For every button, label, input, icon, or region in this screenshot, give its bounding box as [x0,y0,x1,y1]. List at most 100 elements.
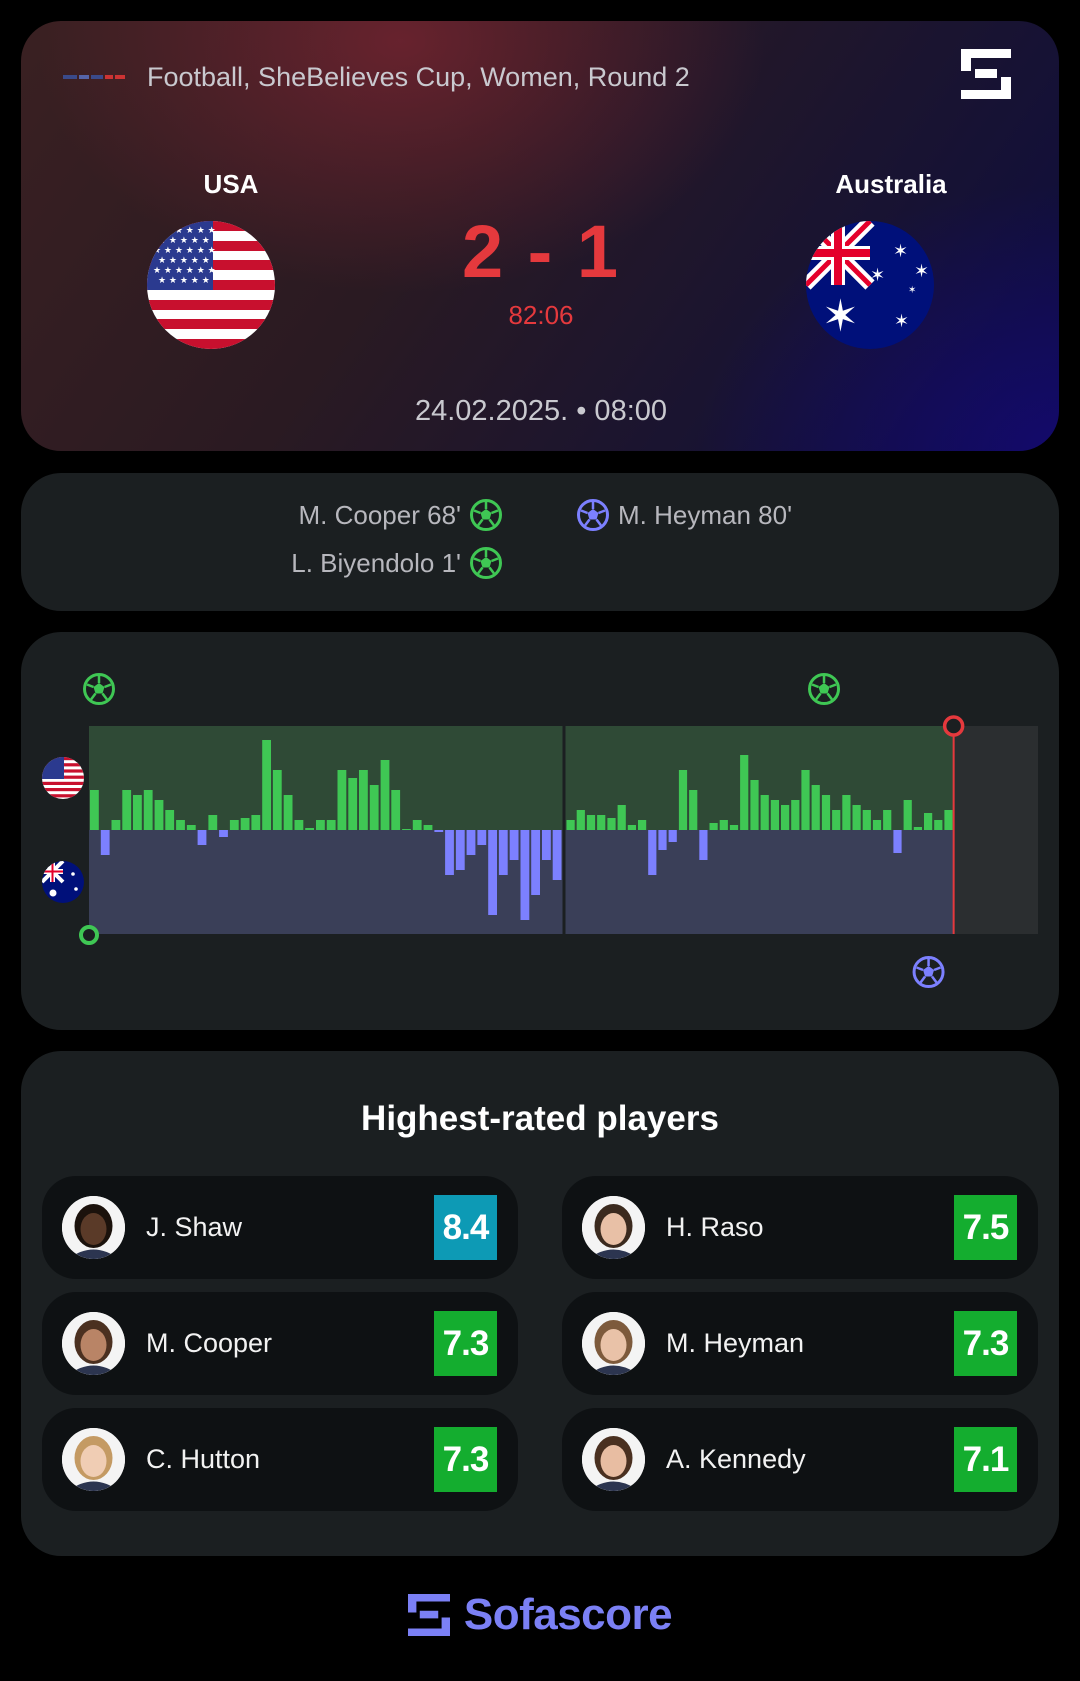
momentum-bar [821,795,831,830]
attack-momentum-graph[interactable] [21,632,1059,1030]
momentum-bar [944,810,953,830]
match-score: 2 - 1 [461,210,621,293]
player-card[interactable]: H. Raso 7.5 [562,1176,1038,1279]
player-avatar [62,1312,125,1375]
player-rating-badge: 7.3 [434,1427,497,1492]
momentum-bar [658,830,667,850]
player-avatar [62,1196,125,1259]
remaining-time-area [953,726,1038,934]
momentum-bar [455,830,465,870]
momentum-bar [520,830,530,920]
momentum-bar [445,830,454,875]
svg-text:✶: ✶ [822,291,859,342]
momentum-bar [154,800,164,830]
player-card[interactable]: J. Shaw 8.4 [42,1176,518,1279]
momentum-bar [305,828,314,830]
goal-ball-icon[interactable] [83,673,115,705]
momentum-bar [913,827,922,830]
momentum-bar [466,830,476,855]
momentum-bar [924,813,933,830]
momentum-bar [509,830,519,860]
momentum-bar [842,795,851,830]
momentum-bar [617,805,626,830]
australia-flag-icon[interactable]: ✶ ✶ ✶ ✶ ✶ ✶ [806,221,934,349]
momentum-bar [586,815,596,830]
usa-flag-icon[interactable]: ★ ★ ★ ★ ★ ★ ★ ★ ★ ★ ★ ★ ★ ★ ★ ★ ★ ★ ★ ★ … [147,221,275,349]
tournament-logo [63,69,125,85]
momentum-bar [197,830,207,845]
svg-text:★ ★ ★ ★ ★: ★ ★ ★ ★ ★ [158,276,210,286]
svg-text:✶: ✶ [908,285,916,296]
player-rating-badge: 7.1 [954,1427,1017,1492]
goal-ball-icon[interactable] [912,956,945,988]
breadcrumb[interactable]: Football, SheBelieves Cup, Women, Round … [147,62,690,92]
goal-scorer-text: M. Heyman 80' [618,500,793,530]
momentum-bar [90,790,99,830]
momentum-bar [380,760,390,830]
momentum-bar [648,830,657,875]
player-grid: J. Shaw 8.4 H. Raso 7.5 M. Cooper 7.3 M. Heyma… [42,1176,1038,1511]
momentum-bar [111,820,121,830]
kickoff-marker [79,925,99,945]
svg-text:★ ★ ★ ★ ★ ★: ★ ★ ★ ★ ★ ★ [153,226,216,236]
australia-flag-icon [42,861,84,903]
player-card[interactable]: M. Cooper 7.3 [42,1292,518,1395]
footer-brand: Sofascore [0,1590,1080,1640]
sofascore-logo-icon [961,49,1011,99]
away-team-name[interactable]: Australia [835,169,947,199]
goal-ball-icon[interactable] [808,673,841,705]
svg-text:★ ★ ★ ★ ★ ★: ★ ★ ★ ★ ★ ★ [153,266,216,276]
momentum-bar [498,830,508,875]
player-name: J. Shaw [146,1212,243,1242]
match-header-card: Football, SheBelieves Cup, Women, Round … [21,21,1059,451]
halftime-divider [562,726,566,934]
momentum-bar [262,740,271,830]
momentum-bar [219,830,228,837]
momentum-bar [391,790,401,830]
momentum-bar [434,830,444,832]
momentum-bar [709,823,718,830]
momentum-bar [133,795,142,830]
football-icon [470,547,502,579]
player-name: A. Kennedy [666,1444,806,1474]
player-name: H. Raso [666,1212,764,1242]
momentum-bar [811,785,820,830]
momentum-bar [934,820,943,830]
player-rating-badge: 7.3 [954,1311,1017,1376]
momentum-bar [283,795,293,830]
momentum-bar [294,820,304,830]
player-card[interactable]: A. Kennedy 7.1 [562,1408,1038,1511]
current-time-marker [942,715,965,737]
sofascore-logo-icon [407,1594,450,1636]
match-datetime: 24.02.2025. • 08:00 [414,395,668,427]
player-card[interactable]: C. Hutton 7.3 [42,1408,518,1511]
momentum-bar [576,810,585,830]
svg-text:★ ★ ★ ★ ★ ★: ★ ★ ★ ★ ★ ★ [153,246,216,256]
momentum-bar [369,785,379,830]
player-avatar [582,1428,645,1491]
player-name: M. Cooper [146,1328,273,1358]
momentum-bar [165,810,175,830]
momentum-bar [326,820,336,830]
svg-text:✶: ✶ [914,261,929,282]
avatar-face [80,1213,107,1245]
momentum-bar [176,820,185,830]
player-name: M. Heyman [666,1328,805,1358]
goal-scorers-card: M. Cooper 68' L. Biyendolo 1' M. Heyman … [21,473,1059,611]
momentum-bar [770,800,779,830]
momentum-bar [251,815,261,830]
momentum-bar [186,825,196,830]
home-team-name[interactable]: USA [203,169,259,199]
momentum-bar [122,790,132,830]
goal-scorer-text: M. Cooper 68' [298,500,462,530]
momentum-bar [750,780,759,830]
momentum-bar [423,825,433,830]
match-clock: 82:06 [508,300,574,330]
momentum-bar [100,830,110,855]
momentum-bar [607,818,616,830]
momentum-bar [668,830,677,842]
momentum-bar [272,770,282,830]
away-goal-item: M. Heyman 80' [576,497,792,533]
avatar-face [80,1329,107,1361]
player-card[interactable]: M. Heyman 7.3 [562,1292,1038,1395]
